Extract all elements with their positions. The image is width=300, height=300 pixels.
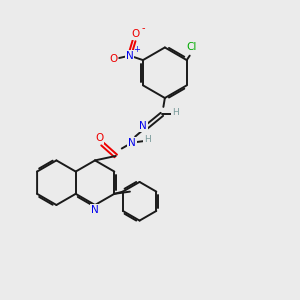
Text: O: O <box>95 133 104 143</box>
Text: N: N <box>91 205 99 215</box>
Text: O: O <box>131 29 140 39</box>
Text: N: N <box>139 121 147 131</box>
Text: -: - <box>142 23 145 33</box>
Text: O: O <box>109 54 117 64</box>
Text: H: H <box>144 135 150 144</box>
Text: H: H <box>172 108 178 117</box>
Text: N: N <box>126 51 134 61</box>
Text: +: + <box>133 45 140 54</box>
Text: N: N <box>128 138 136 148</box>
Text: Cl: Cl <box>186 42 196 52</box>
